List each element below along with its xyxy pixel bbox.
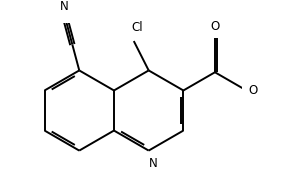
- Text: Cl: Cl: [131, 21, 143, 34]
- Text: N: N: [149, 157, 158, 170]
- Text: O: O: [248, 84, 257, 97]
- Text: N: N: [60, 0, 69, 12]
- Text: O: O: [210, 20, 220, 33]
